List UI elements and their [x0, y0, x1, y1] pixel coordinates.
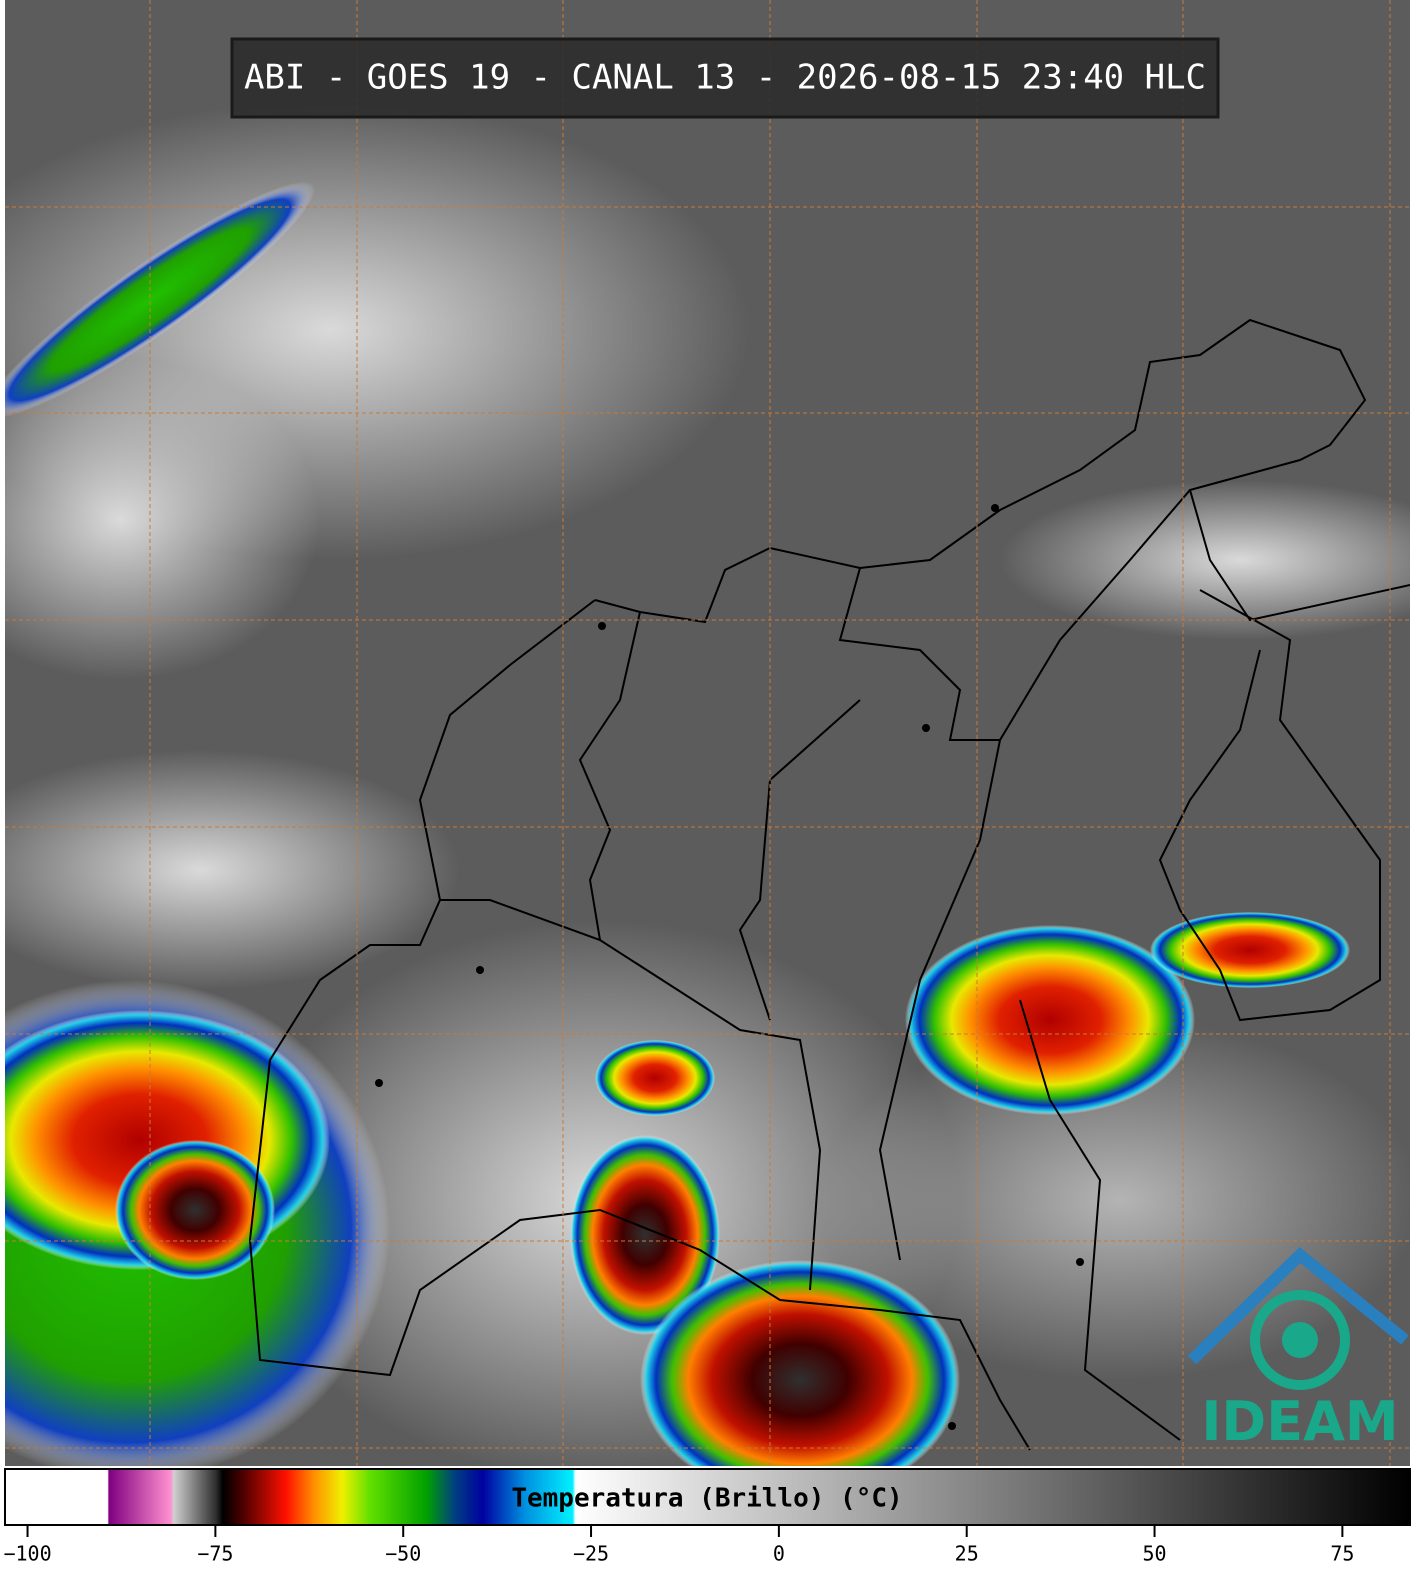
colorbar-tick-label: −75	[197, 1542, 233, 1566]
colorbar-tick-label: −100	[3, 1542, 51, 1566]
storm	[115, 1140, 275, 1280]
colorbar-tick-label: 50	[1142, 1542, 1166, 1566]
colorbar-scale	[4, 1468, 1411, 1526]
title: ABI - GOES 19 - CANAL 13 - 2026-08-15 23…	[244, 58, 1206, 98]
cloud	[5, 750, 460, 990]
colorbar: Temperatura (Brillo) (°C) −100 −75 −50 −25 0…	[3, 1468, 1411, 1566]
satellite-image	[5, 0, 1410, 1466]
cold-cloud	[5, 181, 316, 419]
storm	[1150, 912, 1350, 988]
colorbar-tick-label: −50	[385, 1542, 421, 1566]
cloud	[1000, 480, 1410, 640]
logo: IDEAM	[1187, 1246, 1409, 1453]
colorbar-tick-label: 25	[955, 1542, 979, 1566]
storm	[595, 1040, 715, 1116]
cities	[375, 504, 1084, 1430]
graticule	[5, 0, 1410, 1466]
storm	[640, 1260, 960, 1466]
borders	[248, 318, 1410, 1451]
logo-text: IDEAM	[1201, 1390, 1398, 1453]
colorbar-tick-label: −25	[573, 1542, 609, 1566]
storm	[570, 1135, 720, 1335]
colorbar-tick-label: 0	[773, 1542, 785, 1566]
title-box: ABI - GOES 19 - CANAL 13 - 2026-08-15 23…	[230, 37, 1220, 119]
cloud	[5, 360, 320, 680]
colorbar-label: Temperatura (Brillo) (°C)	[511, 1484, 902, 1514]
colorbar-tick-label: 75	[1330, 1542, 1354, 1566]
